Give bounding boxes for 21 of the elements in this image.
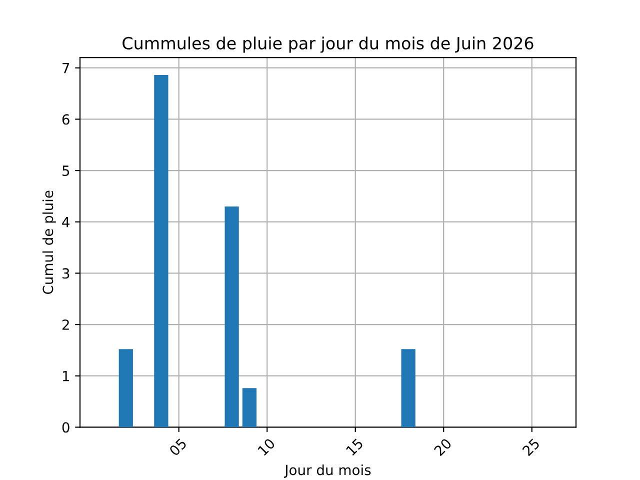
bar xyxy=(224,206,239,428)
x-axis-title: Jour du mois xyxy=(284,464,371,478)
bar xyxy=(401,349,416,428)
chart-title: Cummules de pluie par jour du mois de Juin 2026 xyxy=(122,36,534,53)
y-tick-label: 1 xyxy=(62,371,69,382)
x-tick-label: 15 xyxy=(346,438,364,456)
y-tick-label: 5 xyxy=(62,166,70,176)
y-tick-label: 2 xyxy=(62,320,69,330)
y-tick-label: 3 xyxy=(62,268,70,279)
y-tick-label: 4 xyxy=(62,217,70,228)
x-tick-label: 25 xyxy=(522,438,540,456)
y-axis-title: Cumul de pluie xyxy=(42,190,56,294)
x-tick-label: 10 xyxy=(257,438,276,456)
bar xyxy=(242,388,257,428)
x-tick-label: 05 xyxy=(168,438,188,456)
bar xyxy=(154,75,168,428)
bar xyxy=(118,349,133,428)
y-tick-label: 6 xyxy=(62,114,70,125)
y-tick-label: 7 xyxy=(62,63,70,74)
y-tick-label: 0 xyxy=(62,422,70,433)
x-tick-label: 20 xyxy=(434,438,452,456)
